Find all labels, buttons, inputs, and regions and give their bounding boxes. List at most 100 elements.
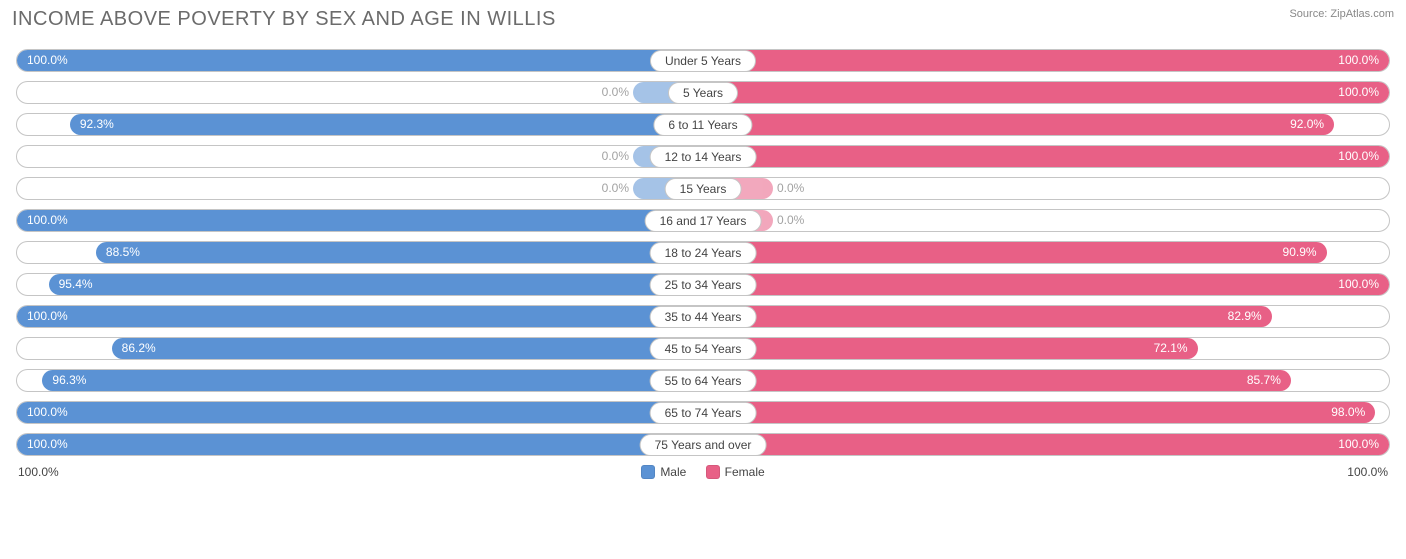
age-label: 45 to 54 Years <box>650 338 757 360</box>
age-label: 16 and 17 Years <box>645 210 762 232</box>
male-bar: 100.0% <box>17 210 703 231</box>
chart-row: 96.3% 85.7% 55 to 64 Years <box>16 369 1390 392</box>
male-value: 100.0% <box>17 306 78 327</box>
female-half: 100.0% <box>703 82 1389 103</box>
female-value: 92.0% <box>1280 114 1334 135</box>
chart-row: 0.0% 100.0% 5 Years <box>16 81 1390 104</box>
male-half: 0.0% <box>17 178 703 199</box>
female-bar: 98.0% <box>703 402 1375 423</box>
age-label: 12 to 14 Years <box>650 146 757 168</box>
age-label: Under 5 Years <box>650 50 756 72</box>
female-bar: 92.0% <box>703 114 1334 135</box>
female-value: 100.0% <box>1328 50 1389 71</box>
chart-row: 0.0% 0.0% 15 Years <box>16 177 1390 200</box>
male-half: 86.2% <box>17 338 703 359</box>
age-label: 5 Years <box>668 82 738 104</box>
female-bar: 85.7% <box>703 370 1291 391</box>
male-value: 86.2% <box>112 338 166 359</box>
female-value: 100.0% <box>1328 274 1389 295</box>
male-bar: 92.3% <box>70 114 703 135</box>
chart-row: 100.0% 82.9%35 to 44 Years <box>16 305 1390 328</box>
chart-row: 92.3% 92.0% 6 to 11 Years <box>16 113 1390 136</box>
female-value: 100.0% <box>1328 434 1389 455</box>
female-value: 90.9% <box>1273 242 1327 263</box>
age-label: 35 to 44 Years <box>650 306 757 328</box>
chart-row: 88.5% 90.9% 18 to 24 Years <box>16 241 1390 264</box>
female-half: 100.0% <box>703 434 1389 455</box>
male-half: 0.0% <box>17 82 703 103</box>
axis-right-label: 100.0% <box>1347 465 1388 479</box>
legend-swatch-female <box>706 465 720 479</box>
chart-source: Source: ZipAtlas.com <box>1289 8 1394 20</box>
chart-row: 95.4% 100.0% 25 to 34 Years <box>16 273 1390 296</box>
male-bar: 100.0% <box>17 306 703 327</box>
male-bar: 95.4% <box>49 274 703 295</box>
male-value: 96.3% <box>42 370 96 391</box>
age-label: 15 Years <box>665 178 742 200</box>
male-bar: 86.2% <box>112 338 703 359</box>
age-label: 25 to 34 Years <box>650 274 757 296</box>
female-bar: 90.9% <box>703 242 1327 263</box>
female-bar: 100.0% <box>703 82 1389 103</box>
female-value: 0.0% <box>773 178 814 199</box>
legend: Male Female <box>12 465 1394 482</box>
male-half: 100.0% <box>17 402 703 423</box>
female-half: 100.0% <box>703 50 1389 71</box>
male-half: 100.0% <box>17 434 703 455</box>
male-value: 100.0% <box>17 50 78 71</box>
female-value: 85.7% <box>1237 370 1291 391</box>
female-value: 0.0% <box>773 210 814 231</box>
female-value: 100.0% <box>1328 146 1389 167</box>
female-half: 85.7% <box>703 370 1389 391</box>
male-value: 88.5% <box>96 242 150 263</box>
female-half: 90.9% <box>703 242 1389 263</box>
female-half: 98.0% <box>703 402 1389 423</box>
male-half: 100.0% <box>17 306 703 327</box>
female-bar: 100.0% <box>703 50 1389 71</box>
male-half: 88.5% <box>17 242 703 263</box>
female-bar: 100.0% <box>703 274 1389 295</box>
age-label: 65 to 74 Years <box>650 402 757 424</box>
female-bar: 72.1% <box>703 338 1198 359</box>
female-value: 98.0% <box>1321 402 1375 423</box>
male-bar: 100.0% <box>17 402 703 423</box>
female-bar: 100.0% <box>703 146 1389 167</box>
female-half: 0.0% <box>703 178 1389 199</box>
legend-item-female: Female <box>706 465 765 479</box>
female-value: 100.0% <box>1328 82 1389 103</box>
female-half: 92.0% <box>703 114 1389 135</box>
female-bar: 82.9% <box>703 306 1272 327</box>
male-value: 95.4% <box>49 274 103 295</box>
legend-label-male: Male <box>660 465 686 479</box>
male-value: 0.0% <box>592 178 633 199</box>
female-value: 72.1% <box>1144 338 1198 359</box>
male-half: 100.0% <box>17 50 703 71</box>
male-bar: 100.0% <box>17 50 703 71</box>
male-value: 100.0% <box>17 434 78 455</box>
chart-row: 100.0% 98.0% 65 to 74 Years <box>16 401 1390 424</box>
male-value: 100.0% <box>17 210 78 231</box>
legend-item-male: Male <box>641 465 686 479</box>
male-value: 92.3% <box>70 114 124 135</box>
chart-title: INCOME ABOVE POVERTY BY SEX AND AGE IN W… <box>12 8 556 31</box>
age-label: 6 to 11 Years <box>653 114 752 136</box>
male-bar: 96.3% <box>42 370 703 391</box>
chart-row: 0.0%100.0%12 to 14 Years <box>16 145 1390 168</box>
chart-row: 100.0% 100.0% 75 Years and over <box>16 433 1390 456</box>
age-label: 75 Years and over <box>640 434 767 456</box>
female-half: 0.0% <box>703 210 1389 231</box>
male-half: 92.3% <box>17 114 703 135</box>
male-half: 100.0% <box>17 210 703 231</box>
legend-label-female: Female <box>725 465 765 479</box>
legend-swatch-male <box>641 465 655 479</box>
male-value: 100.0% <box>17 402 78 423</box>
age-label: 55 to 64 Years <box>650 370 757 392</box>
female-bar: 100.0% <box>703 434 1389 455</box>
axis-left-label: 100.0% <box>18 465 59 479</box>
male-half: 95.4% <box>17 274 703 295</box>
chart-row: 100.0% 0.0% 16 and 17 Years <box>16 209 1390 232</box>
female-half: 82.9% <box>703 306 1389 327</box>
male-half: 96.3% <box>17 370 703 391</box>
chart-header: INCOME ABOVE POVERTY BY SEX AND AGE IN W… <box>12 8 1394 31</box>
age-label: 18 to 24 Years <box>650 242 757 264</box>
